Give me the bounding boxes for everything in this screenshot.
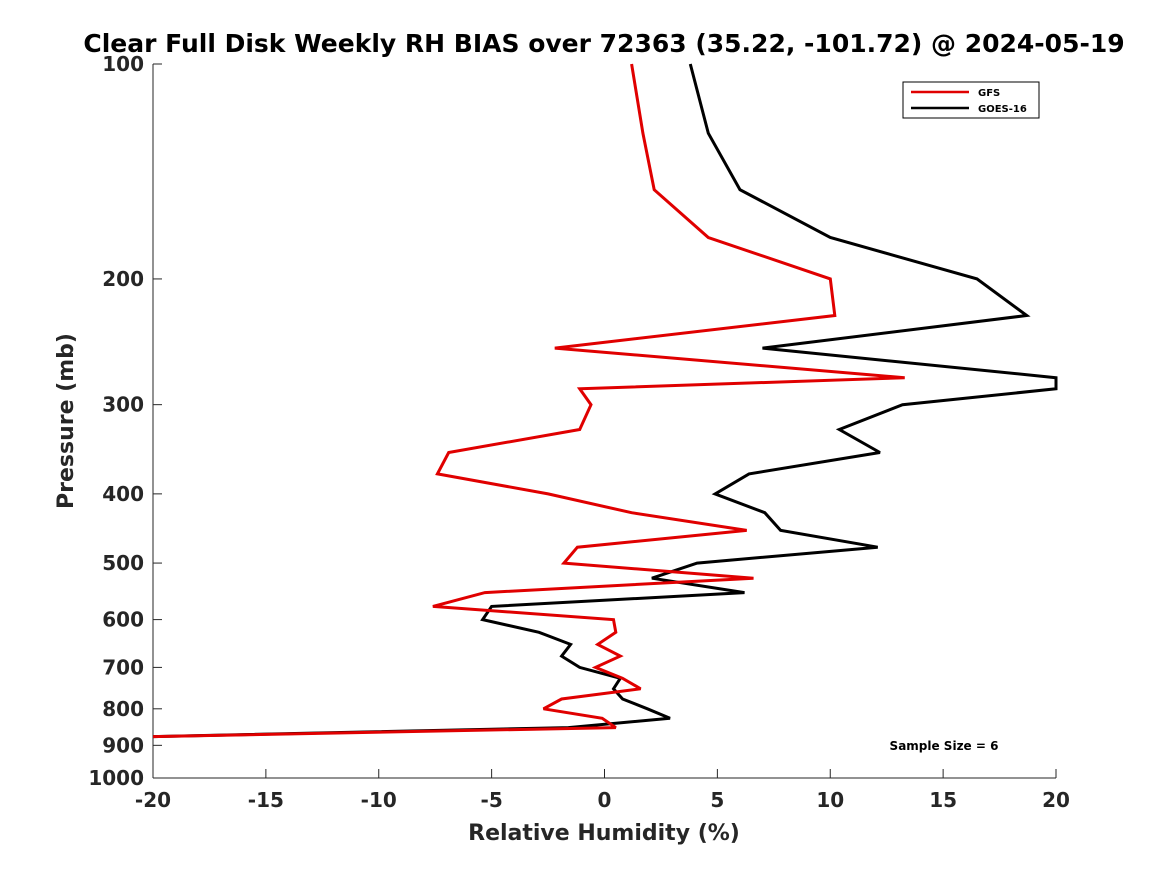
x-tick-label: -20 <box>135 788 171 812</box>
x-tick-label: -10 <box>361 788 397 812</box>
sample-size-annotation: Sample Size = 6 <box>890 739 999 753</box>
y-tick-label: 900 <box>102 733 144 757</box>
series-lines <box>152 63 1058 739</box>
y-tick-label: 100 <box>102 52 144 76</box>
y-tick-label: 600 <box>102 608 144 632</box>
x-tick-label: -15 <box>248 788 284 812</box>
y-axis-label: Pressure (mb) <box>54 333 79 509</box>
x-tick-label: 20 <box>1042 788 1070 812</box>
series-line-gfs <box>152 63 905 739</box>
x-axis-label: Relative Humidity (%) <box>468 821 740 846</box>
y-tick-label: 400 <box>102 482 144 506</box>
x-tick-label: -5 <box>481 788 503 812</box>
legend: GFS GOES-16 <box>902 81 1040 119</box>
series-line-goes16 <box>152 63 1058 739</box>
legend-gfs-label: GFS <box>978 88 1000 99</box>
tick-labels: -20 -15 -10 -5 0 5 10 15 20 100 200 300 400 500 600 700… <box>88 52 1070 812</box>
chart-title: Clear Full Disk Weekly RH BIAS over 7236… <box>83 29 1124 58</box>
x-tick-label: 15 <box>929 788 957 812</box>
y-tick-label: 1000 <box>88 766 144 790</box>
legend-goes16-label: GOES-16 <box>978 104 1027 115</box>
y-tick-label: 500 <box>102 551 144 575</box>
legend-box <box>902 81 1040 119</box>
x-tick-label: 0 <box>598 788 612 812</box>
y-tick-label: 800 <box>102 697 144 721</box>
y-tick-label: 700 <box>102 655 144 679</box>
x-tick-label: 5 <box>710 788 724 812</box>
x-tick-label: 10 <box>816 788 844 812</box>
y-tick-label: 300 <box>102 393 144 417</box>
y-tick-label: 200 <box>102 267 144 291</box>
